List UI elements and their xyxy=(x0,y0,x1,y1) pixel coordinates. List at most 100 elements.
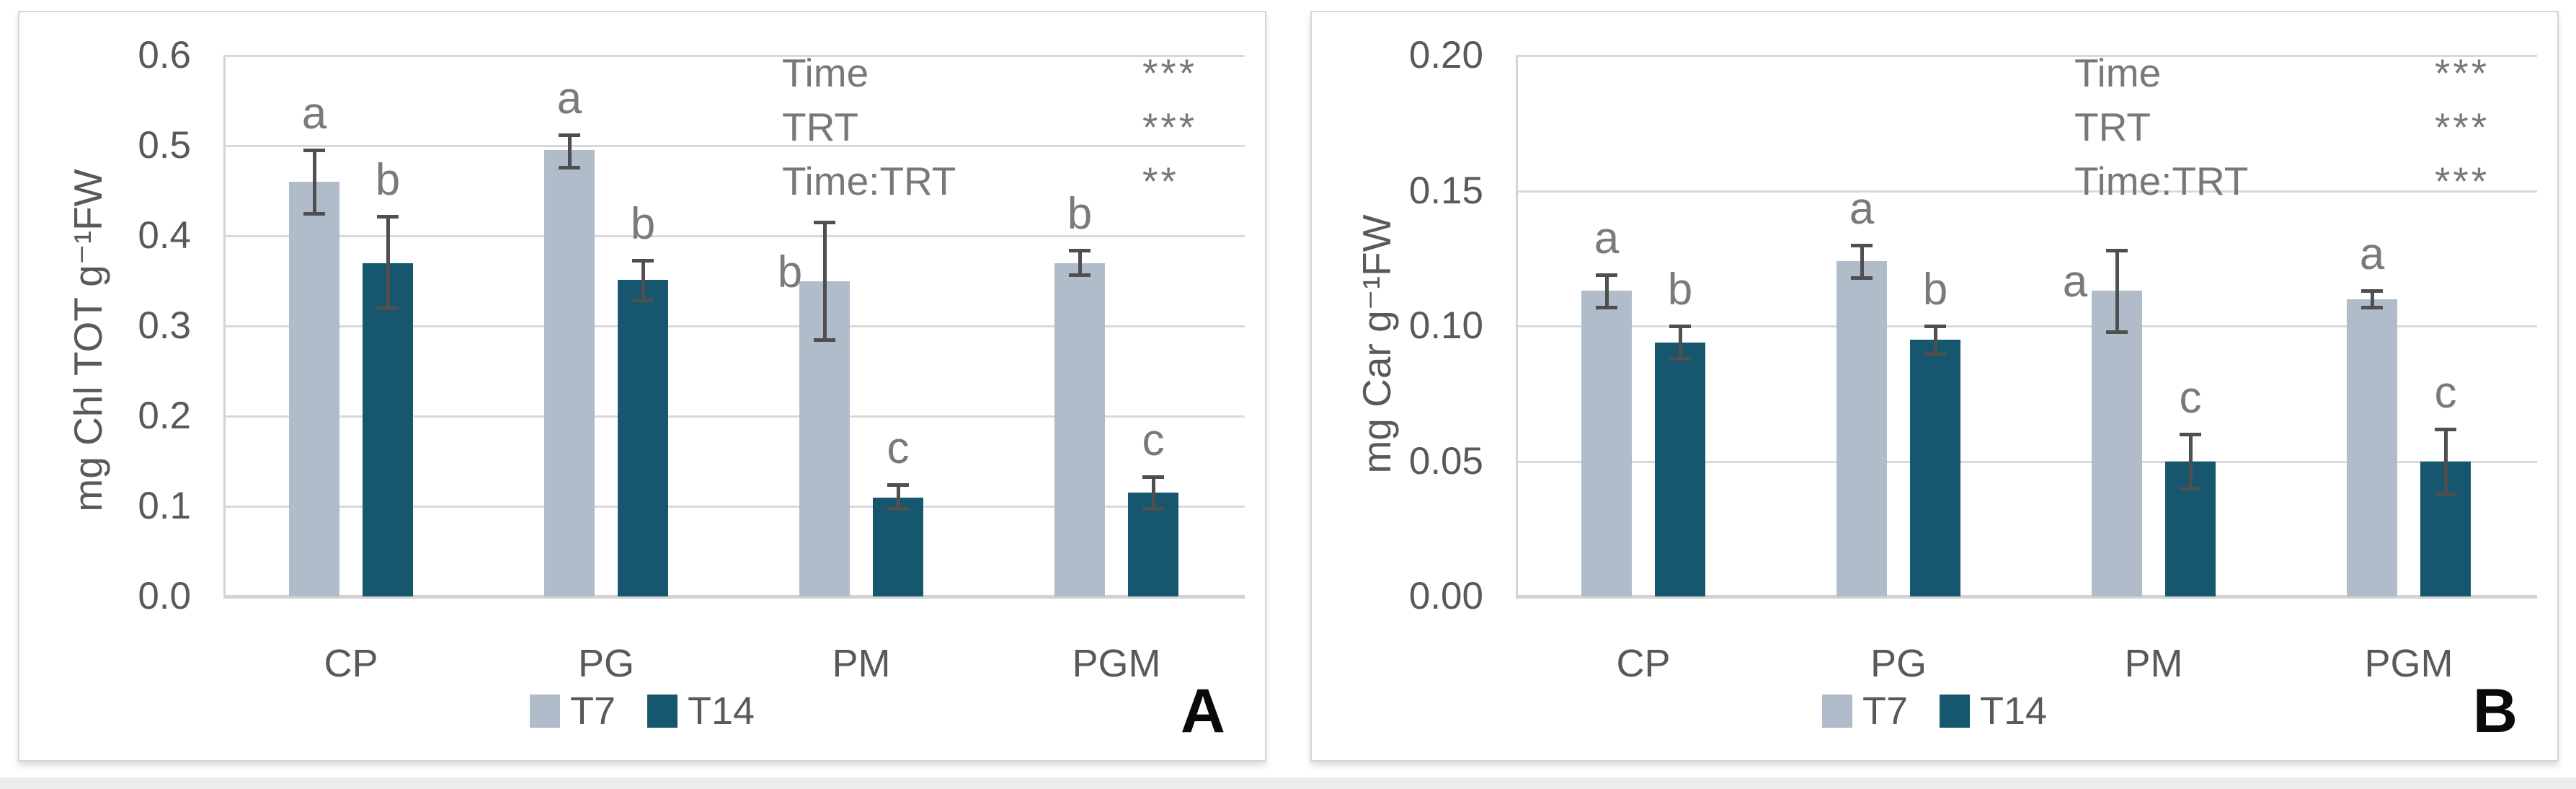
significance-stars: *** xyxy=(1142,104,1198,149)
x-category-label: CP xyxy=(1616,642,1671,685)
anova-row: Time *** xyxy=(782,45,1214,100)
legend-swatch-T14 xyxy=(647,695,678,728)
anova-term-label: Time xyxy=(782,50,869,95)
anova-results: Time *** TRT *** Time:TRT ** xyxy=(782,45,1214,208)
anova-term-label: TRT xyxy=(782,104,858,149)
gridline xyxy=(223,415,1245,418)
significance-stars: *** xyxy=(1142,50,1198,95)
anova-row: Time:TRT ** xyxy=(782,154,1214,208)
legend: T7 T14 xyxy=(19,689,1265,733)
anova-row: TRT *** xyxy=(2074,100,2507,154)
significance-letter: b xyxy=(630,198,656,249)
gridline xyxy=(223,235,1245,237)
bar-T14-PM xyxy=(873,497,923,596)
anova-term-label: Time xyxy=(2074,50,2162,95)
bar-T7-CP xyxy=(289,182,339,596)
gridline xyxy=(223,55,1245,57)
anova-term-label: Time:TRT xyxy=(782,158,956,203)
legend-label: T14 xyxy=(1979,689,2048,733)
chart-panel-b: mg Car g⁻¹FW 0.20 0.15 0.10 0.05 0.00 a a a a b b c… xyxy=(1310,11,2559,762)
error-bar xyxy=(2189,434,2193,488)
gridline xyxy=(223,506,1245,508)
error-bar xyxy=(1679,326,1682,358)
y-tick-label: 0.20 xyxy=(1408,34,1483,76)
significance-letter: b xyxy=(375,154,401,205)
legend-swatch-T14 xyxy=(1939,695,1970,728)
error-bar xyxy=(2115,250,2119,332)
legend-label: T7 xyxy=(1862,689,1908,733)
significance-stars: *** xyxy=(2435,104,2490,149)
anova-results: Time *** TRT *** Time:TRT *** xyxy=(2074,45,2507,208)
error-bar-cap xyxy=(2106,249,2128,252)
gridline xyxy=(1516,190,2537,193)
legend-label: T14 xyxy=(687,689,755,733)
error-bar-cap xyxy=(1069,249,1091,252)
x-axis-baseline xyxy=(1516,595,2537,599)
error-bar-cap xyxy=(632,298,654,302)
anova-row: Time *** xyxy=(2074,45,2507,100)
significance-stars: ** xyxy=(1142,158,1179,203)
error-bar xyxy=(568,135,572,167)
legend-swatch-T7 xyxy=(1821,695,1852,728)
y-axis-line xyxy=(223,56,226,596)
error-bar-cap xyxy=(2180,433,2201,436)
panel-letter-b: B xyxy=(2472,676,2518,746)
bar-T7-CP xyxy=(1581,291,1632,596)
error-bar-cap xyxy=(814,338,835,342)
legend-item-T7: T7 xyxy=(529,689,616,733)
error-bar xyxy=(1934,326,1937,353)
y-tick-label: 0.05 xyxy=(1408,439,1483,482)
x-category-label: PGM xyxy=(1072,642,1161,685)
y-tick-label: 0.15 xyxy=(1408,169,1483,212)
gridline xyxy=(1516,460,2537,463)
significance-stars: *** xyxy=(2435,158,2490,203)
bar-T7-PGM xyxy=(1054,263,1105,596)
legend-item-T7: T7 xyxy=(1821,689,1908,733)
error-bar-cap xyxy=(887,506,909,511)
bar-T7-PM xyxy=(2092,291,2142,596)
error-bar-cap xyxy=(1669,325,1691,328)
bar-T7-PG xyxy=(544,150,595,596)
y-tick-label: 0.2 xyxy=(138,394,191,437)
legend-label: T7 xyxy=(569,689,616,733)
significance-letter: b xyxy=(1922,265,1948,314)
legend-swatch-T7 xyxy=(529,695,560,728)
error-bar-cap xyxy=(1924,351,1946,356)
error-bar xyxy=(1605,274,1609,307)
gridline xyxy=(223,325,1245,327)
anova-term-label: TRT xyxy=(2074,104,2151,149)
chart-panel-a: mg Chl TOT g⁻¹FW 0.6 0.5 0.4 0.3 0.2 0.1 0.0 a a… xyxy=(18,11,1266,762)
error-bar-cap xyxy=(1596,305,1617,309)
significance-letter: b xyxy=(777,247,803,297)
legend-item-T14: T14 xyxy=(1939,689,2048,733)
significance-letter: a xyxy=(301,89,327,139)
error-bar xyxy=(1078,250,1082,275)
error-bar-cap xyxy=(1924,325,1946,328)
significance-letter: a xyxy=(556,74,582,123)
y-tick-label: 0.00 xyxy=(1408,575,1483,617)
bar-T14-CP xyxy=(363,263,413,596)
error-bar-cap xyxy=(559,133,580,137)
error-bar-cap xyxy=(377,307,399,310)
error-bar xyxy=(313,150,316,213)
error-bar-cap xyxy=(2435,427,2456,431)
error-bar-cap xyxy=(1669,357,1691,361)
error-bar-cap xyxy=(2361,305,2383,309)
significance-letter: a xyxy=(1594,213,1620,263)
x-category-label: PM xyxy=(832,642,891,685)
error-bar-cap xyxy=(887,483,909,487)
anova-term-label: Time:TRT xyxy=(2074,158,2249,203)
significance-letter: c xyxy=(2434,367,2457,418)
gridline xyxy=(1516,325,2537,327)
gridline xyxy=(1516,55,2537,57)
x-axis-baseline xyxy=(223,595,1245,599)
error-bar xyxy=(1860,244,1864,278)
bar-T7-PGM xyxy=(2347,299,2397,596)
plot-area-a: 0.6 0.5 0.4 0.3 0.2 0.1 0.0 a a b b b b c c CP PG PM PGM xyxy=(19,12,1265,760)
error-bar-cap xyxy=(2361,289,2383,294)
error-bar-cap xyxy=(2435,492,2456,496)
x-category-label: PM xyxy=(2124,642,2183,685)
error-bar xyxy=(2444,428,2448,494)
bar-T7-PG xyxy=(1836,261,1887,596)
significance-letter: b xyxy=(1067,189,1093,239)
